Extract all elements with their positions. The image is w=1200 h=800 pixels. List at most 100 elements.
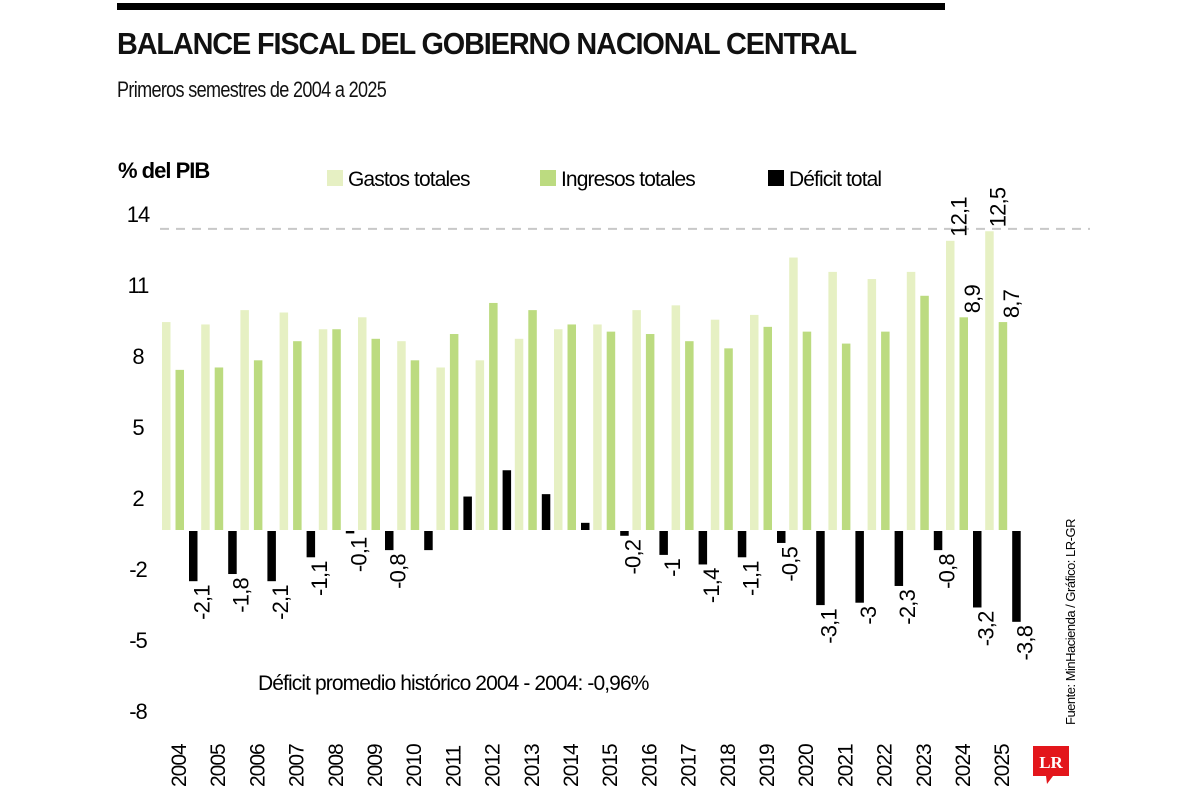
x-axis-ticks: 2004 2005 2006 2007 2008 2009 2010 2011 2012 2013… <box>168 743 1014 787</box>
legend-label-deficit: Déficit total <box>789 168 881 191</box>
chart-title: BALANCE FISCAL DEL GOBIERNO NACIONAL CEN… <box>117 26 857 61</box>
legend-item-ingresos: Ingresos totales <box>540 168 696 191</box>
bar-gastos-2009 <box>358 317 367 530</box>
x-tick-label: 2010 <box>403 744 426 787</box>
bar-ingresos-2014 <box>567 324 576 530</box>
data-label-deficit-2022: -2,3 <box>895 589 920 624</box>
bar-gastos-2024 <box>946 240 955 530</box>
data-labels: -2,1 -1,8 -2,1 -1,1 -0,1 -0,8 -0,2 -1 -1,4 -1,1 -0… <box>190 187 1038 660</box>
bar-deficit-2012 <box>502 470 512 530</box>
data-label-deficit-2018: -1,1 <box>738 561 763 596</box>
y-tick-label: 11 <box>128 273 150 298</box>
bar-gastos-2023 <box>906 271 916 530</box>
bar-gastos-2005 <box>201 324 210 530</box>
legend-label-gastos: Gastos totales <box>348 168 470 191</box>
data-label-deficit-2008: -0,1 <box>346 537 371 572</box>
bar-ingresos-2004 <box>175 369 184 530</box>
bar-ingresos-2022 <box>881 331 890 530</box>
bar-ingresos-2021 <box>841 343 851 530</box>
data-label-deficit-2024: -3,2 <box>974 611 999 646</box>
x-tick-label: 2013 <box>521 744 544 787</box>
bar-deficit-2004 <box>189 531 198 582</box>
x-tick-label: 2021 <box>834 744 857 787</box>
bar-deficit-2023 <box>933 531 943 551</box>
x-tick-label: 2011 <box>442 746 465 787</box>
bar-deficit-2016 <box>659 531 668 555</box>
x-tick-label: 2007 <box>286 744 309 787</box>
bar-gastos-2007 <box>279 312 289 530</box>
y-tick-label: -2 <box>129 557 147 582</box>
bar-deficit-2008 <box>345 531 355 534</box>
bar-ingresos-2008 <box>332 329 341 530</box>
data-label-deficit-2020: -3,1 <box>817 609 842 644</box>
x-tick-label: 2022 <box>874 744 897 787</box>
bar-gastos-2006 <box>240 310 249 530</box>
top-rule <box>117 3 945 10</box>
y-axis-ticks: 14 11 8 5 2 -2 -5 -8 <box>127 202 151 724</box>
data-label-ingresos-2024: 8,9 <box>960 285 985 314</box>
y-tick-label: 14 <box>127 202 150 227</box>
bar-deficit-2015 <box>620 531 629 536</box>
bar-ingresos-2005 <box>214 367 224 530</box>
x-tick-label: 2019 <box>756 744 779 787</box>
data-label-deficit-2005: -1,8 <box>229 577 254 612</box>
y-tick-label: 5 <box>132 415 144 440</box>
bar-gastos-2015 <box>593 324 602 530</box>
data-label-deficit-2025: -3,8 <box>1013 625 1038 660</box>
legend-swatch-gastos <box>327 170 343 186</box>
bar-ingresos-2009 <box>371 338 380 530</box>
bar-ingresos-2006 <box>253 360 263 530</box>
bar-gastos-2013 <box>514 338 524 530</box>
bar-ingresos-2007 <box>293 341 302 530</box>
bar-deficit-2014 <box>581 522 590 530</box>
bar-deficit-2013 <box>541 494 551 530</box>
bar-gastos-2014 <box>554 329 563 530</box>
bar-ingresos-2023 <box>920 295 929 530</box>
data-label-deficit-2021: -3 <box>856 606 881 625</box>
x-tick-label: 2004 <box>168 743 191 787</box>
bar-ingresos-2012 <box>489 302 498 530</box>
bar-gastos-2022 <box>867 279 877 530</box>
x-tick-label: 2023 <box>913 744 936 787</box>
x-tick-label: 2018 <box>717 744 740 787</box>
data-label-deficit-2007: -1,1 <box>307 561 332 596</box>
x-tick-label: 2008 <box>325 744 348 787</box>
bar-deficit-2025 <box>1012 531 1021 622</box>
x-tick-label: 2024 <box>952 743 975 787</box>
bar-deficit-2024 <box>973 531 982 608</box>
data-label-ingresos-2025: 8,7 <box>999 289 1024 318</box>
bar-deficit-2007 <box>306 531 316 558</box>
y-tick-label: 2 <box>132 486 144 511</box>
data-label-deficit-2023: -0,8 <box>934 554 959 589</box>
bar-deficit-2006 <box>267 531 276 582</box>
bar-deficit-2022 <box>894 531 904 586</box>
data-label-deficit-2019: -0,5 <box>778 546 803 581</box>
bar-ingresos-2013 <box>528 310 537 530</box>
bar-gastos-2012 <box>475 360 485 530</box>
average-deficit-annotation: Déficit promedio histórico 2004 - 2004: … <box>258 672 649 695</box>
lr-logo: LR <box>1033 746 1069 784</box>
x-tick-label: 2006 <box>246 744 269 787</box>
x-tick-label: 2025 <box>991 744 1014 787</box>
bar-deficit-2009 <box>385 531 394 551</box>
bar-gastos-2004 <box>162 322 171 530</box>
data-label-deficit-2004: -2,1 <box>190 585 215 620</box>
bar-gastos-2008 <box>318 329 328 530</box>
data-label-deficit-2016: -1 <box>660 558 685 577</box>
legend: Gastos totales Ingresos totales Déficit to… <box>327 168 882 191</box>
bar-deficit-2019 <box>777 531 786 543</box>
bar-deficit-2018 <box>737 531 747 558</box>
bar-gastos-2016 <box>632 310 641 530</box>
bar-ingresos-2019 <box>763 326 772 530</box>
bar-deficit-2021 <box>855 531 864 603</box>
x-tick-label: 2016 <box>638 744 661 787</box>
data-label-gastos-2025: 12,5 <box>986 187 1011 227</box>
x-tick-label: 2015 <box>599 744 622 787</box>
y-tick-label: -5 <box>129 628 147 653</box>
bar-gastos-2020 <box>789 257 798 530</box>
bar-deficit-2020 <box>816 531 825 606</box>
logo-text: LR <box>1039 753 1063 772</box>
bar-ingresos-2011 <box>449 334 459 530</box>
chart-subtitle: Primeros semestres de 2004 a 2025 <box>117 77 387 102</box>
